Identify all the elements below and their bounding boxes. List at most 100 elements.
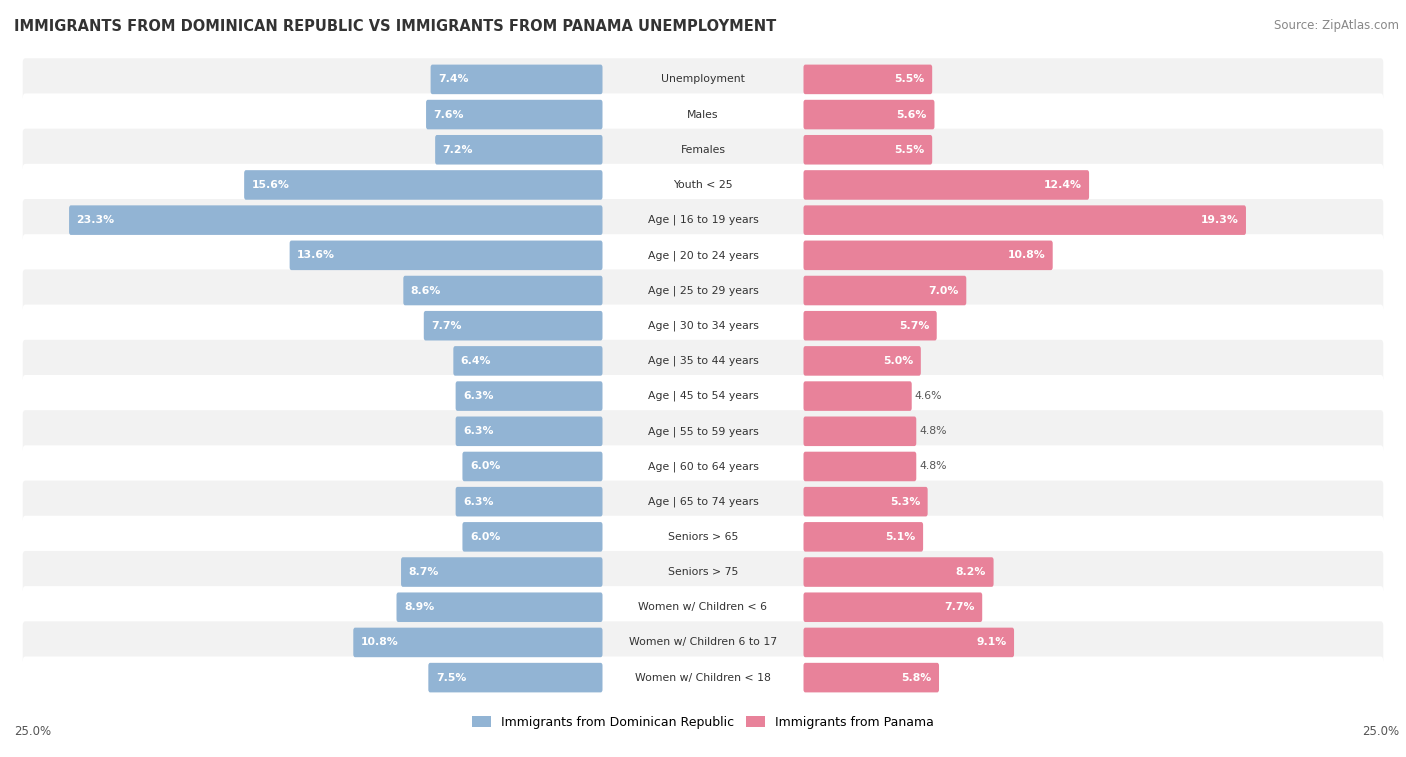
FancyBboxPatch shape	[803, 135, 932, 164]
Text: 25.0%: 25.0%	[14, 725, 51, 738]
FancyBboxPatch shape	[22, 304, 1384, 347]
Text: 25.0%: 25.0%	[1362, 725, 1399, 738]
FancyBboxPatch shape	[22, 375, 1384, 417]
Text: Women w/ Children < 6: Women w/ Children < 6	[638, 603, 768, 612]
Text: 5.0%: 5.0%	[883, 356, 914, 366]
Text: Age | 65 to 74 years: Age | 65 to 74 years	[648, 497, 758, 507]
FancyBboxPatch shape	[456, 487, 603, 516]
Text: 7.2%: 7.2%	[443, 145, 474, 154]
Text: 15.6%: 15.6%	[252, 180, 290, 190]
Text: Age | 25 to 29 years: Age | 25 to 29 years	[648, 285, 758, 296]
FancyBboxPatch shape	[22, 516, 1384, 558]
FancyBboxPatch shape	[404, 276, 603, 305]
FancyBboxPatch shape	[803, 241, 1053, 270]
FancyBboxPatch shape	[22, 93, 1384, 136]
FancyBboxPatch shape	[434, 135, 603, 164]
FancyBboxPatch shape	[803, 100, 935, 129]
Text: 5.1%: 5.1%	[886, 532, 915, 542]
FancyBboxPatch shape	[22, 481, 1384, 523]
Text: 4.6%: 4.6%	[914, 391, 942, 401]
FancyBboxPatch shape	[22, 199, 1384, 241]
FancyBboxPatch shape	[22, 129, 1384, 171]
Text: Seniors > 75: Seniors > 75	[668, 567, 738, 577]
Text: 5.7%: 5.7%	[898, 321, 929, 331]
Text: Age | 20 to 24 years: Age | 20 to 24 years	[648, 250, 758, 260]
Text: 8.6%: 8.6%	[411, 285, 441, 295]
Text: Age | 35 to 44 years: Age | 35 to 44 years	[648, 356, 758, 366]
Text: 7.6%: 7.6%	[433, 110, 464, 120]
Text: Women w/ Children 6 to 17: Women w/ Children 6 to 17	[628, 637, 778, 647]
FancyBboxPatch shape	[803, 628, 1014, 657]
Text: 6.0%: 6.0%	[470, 462, 501, 472]
FancyBboxPatch shape	[803, 452, 917, 481]
FancyBboxPatch shape	[22, 445, 1384, 488]
FancyBboxPatch shape	[803, 593, 983, 622]
Text: 4.8%: 4.8%	[920, 426, 946, 436]
FancyBboxPatch shape	[803, 170, 1090, 200]
FancyBboxPatch shape	[803, 276, 966, 305]
Text: 7.5%: 7.5%	[436, 673, 467, 683]
Text: 6.0%: 6.0%	[470, 532, 501, 542]
FancyBboxPatch shape	[353, 628, 603, 657]
FancyBboxPatch shape	[22, 340, 1384, 382]
Text: 5.3%: 5.3%	[890, 497, 920, 506]
FancyBboxPatch shape	[803, 64, 932, 94]
Text: Age | 60 to 64 years: Age | 60 to 64 years	[648, 461, 758, 472]
FancyBboxPatch shape	[803, 522, 924, 552]
Text: 8.9%: 8.9%	[404, 603, 434, 612]
FancyBboxPatch shape	[803, 663, 939, 693]
FancyBboxPatch shape	[803, 382, 911, 411]
FancyBboxPatch shape	[429, 663, 603, 693]
FancyBboxPatch shape	[803, 487, 928, 516]
Text: 10.8%: 10.8%	[361, 637, 398, 647]
Text: 8.7%: 8.7%	[409, 567, 439, 577]
FancyBboxPatch shape	[456, 416, 603, 446]
Text: 5.5%: 5.5%	[894, 74, 925, 84]
FancyBboxPatch shape	[401, 557, 603, 587]
Text: 5.6%: 5.6%	[897, 110, 927, 120]
FancyBboxPatch shape	[463, 452, 603, 481]
Text: 13.6%: 13.6%	[297, 251, 335, 260]
Text: Age | 16 to 19 years: Age | 16 to 19 years	[648, 215, 758, 226]
Text: 6.3%: 6.3%	[463, 391, 494, 401]
Text: 12.4%: 12.4%	[1043, 180, 1081, 190]
Text: 5.8%: 5.8%	[901, 673, 932, 683]
FancyBboxPatch shape	[426, 100, 603, 129]
FancyBboxPatch shape	[803, 205, 1246, 235]
Text: 5.5%: 5.5%	[894, 145, 925, 154]
Text: Unemployment: Unemployment	[661, 74, 745, 84]
FancyBboxPatch shape	[22, 551, 1384, 593]
FancyBboxPatch shape	[22, 586, 1384, 628]
Text: 7.7%: 7.7%	[945, 603, 974, 612]
FancyBboxPatch shape	[423, 311, 603, 341]
Text: Women w/ Children < 18: Women w/ Children < 18	[636, 673, 770, 683]
FancyBboxPatch shape	[22, 234, 1384, 276]
Text: Females: Females	[681, 145, 725, 154]
Text: 19.3%: 19.3%	[1201, 215, 1239, 225]
Legend: Immigrants from Dominican Republic, Immigrants from Panama: Immigrants from Dominican Republic, Immi…	[467, 711, 939, 734]
FancyBboxPatch shape	[290, 241, 603, 270]
Text: 6.3%: 6.3%	[463, 426, 494, 436]
Text: 8.2%: 8.2%	[956, 567, 986, 577]
Text: 7.4%: 7.4%	[439, 74, 468, 84]
FancyBboxPatch shape	[22, 269, 1384, 312]
FancyBboxPatch shape	[430, 64, 603, 94]
Text: 7.7%: 7.7%	[432, 321, 461, 331]
Text: Males: Males	[688, 110, 718, 120]
FancyBboxPatch shape	[456, 382, 603, 411]
Text: Age | 30 to 34 years: Age | 30 to 34 years	[648, 320, 758, 331]
FancyBboxPatch shape	[69, 205, 603, 235]
FancyBboxPatch shape	[803, 557, 994, 587]
FancyBboxPatch shape	[463, 522, 603, 552]
Text: Youth < 25: Youth < 25	[673, 180, 733, 190]
Text: IMMIGRANTS FROM DOMINICAN REPUBLIC VS IMMIGRANTS FROM PANAMA UNEMPLOYMENT: IMMIGRANTS FROM DOMINICAN REPUBLIC VS IM…	[14, 19, 776, 34]
Text: Seniors > 65: Seniors > 65	[668, 532, 738, 542]
FancyBboxPatch shape	[22, 410, 1384, 453]
FancyBboxPatch shape	[22, 656, 1384, 699]
Text: 7.0%: 7.0%	[928, 285, 959, 295]
Text: 23.3%: 23.3%	[76, 215, 115, 225]
Text: Age | 45 to 54 years: Age | 45 to 54 years	[648, 391, 758, 401]
Text: 6.3%: 6.3%	[463, 497, 494, 506]
FancyBboxPatch shape	[22, 58, 1384, 101]
FancyBboxPatch shape	[803, 416, 917, 446]
